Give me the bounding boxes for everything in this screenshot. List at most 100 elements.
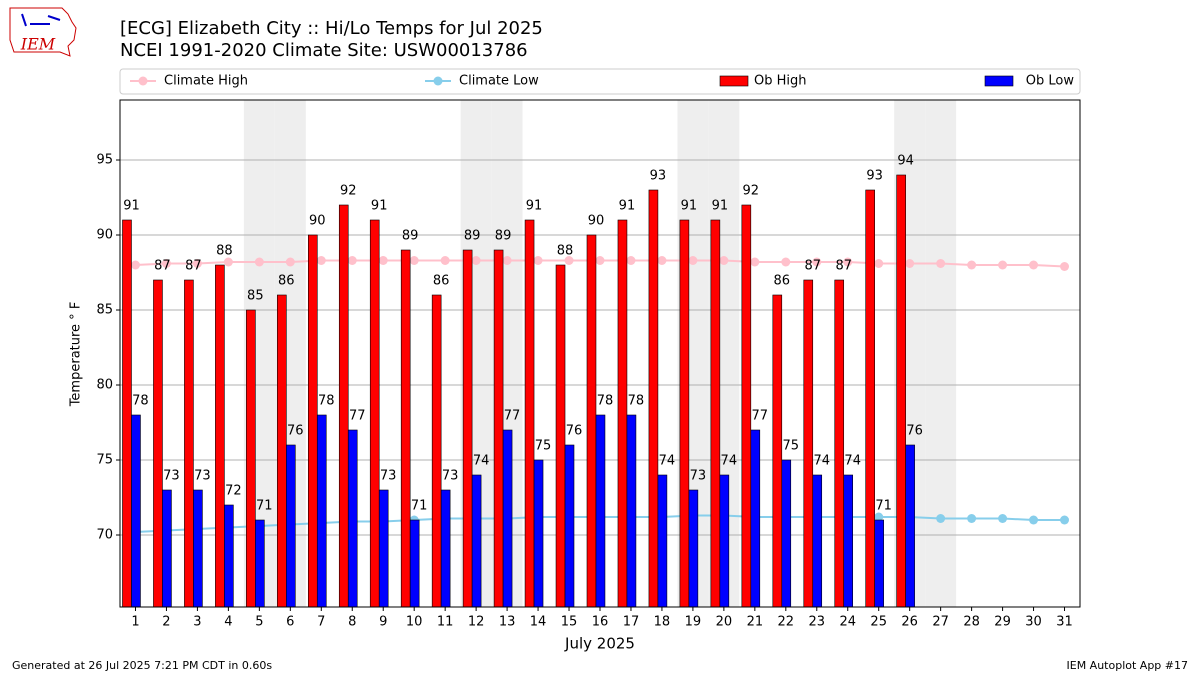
x-tick-label: 14 bbox=[530, 615, 547, 630]
logo: IEM bbox=[9, 7, 77, 57]
x-tick-label: 27 bbox=[932, 615, 949, 630]
data-label: 71 bbox=[875, 499, 892, 514]
x-tick-label: 1 bbox=[131, 615, 139, 630]
bar bbox=[617, 219, 628, 608]
data-label: 90 bbox=[309, 214, 326, 229]
bar bbox=[493, 249, 504, 608]
point bbox=[936, 514, 946, 523]
plot-frame bbox=[119, 99, 1081, 608]
point bbox=[1060, 262, 1070, 271]
bar bbox=[307, 234, 318, 608]
x-tick-label: 24 bbox=[839, 615, 856, 630]
legend-swatch bbox=[984, 75, 1014, 87]
data-label: 88 bbox=[557, 244, 574, 259]
data-label: 74 bbox=[844, 454, 861, 469]
bar bbox=[905, 444, 915, 608]
x-tick-label: 31 bbox=[1056, 615, 1073, 630]
bar bbox=[710, 219, 721, 608]
bar bbox=[781, 459, 792, 608]
data-label: 73 bbox=[380, 469, 397, 484]
bar bbox=[224, 504, 234, 608]
data-label: 76 bbox=[906, 424, 923, 439]
bar bbox=[595, 414, 606, 608]
chart-title: [ECG] Elizabeth City :: Hi/Lo Temps for … bbox=[120, 18, 543, 39]
data-label: 91 bbox=[123, 199, 140, 214]
data-label: 74 bbox=[721, 454, 738, 469]
data-label: 94 bbox=[897, 154, 914, 169]
bar bbox=[750, 429, 761, 608]
point bbox=[285, 257, 295, 267]
data-label: 85 bbox=[247, 289, 264, 304]
bar bbox=[688, 489, 699, 608]
data-label: 86 bbox=[433, 274, 450, 289]
point bbox=[874, 512, 884, 522]
bar bbox=[834, 279, 845, 608]
x-tick-label: 6 bbox=[286, 615, 294, 630]
bar bbox=[471, 474, 482, 608]
weekend-band bbox=[925, 100, 957, 607]
data-label: 90 bbox=[588, 214, 605, 229]
data-label: 78 bbox=[628, 394, 645, 409]
bar bbox=[409, 519, 420, 608]
data-label: 76 bbox=[287, 424, 304, 439]
bar bbox=[440, 489, 451, 608]
data-label: 74 bbox=[659, 454, 676, 469]
data-label: 88 bbox=[216, 244, 233, 259]
data-label: 86 bbox=[278, 274, 295, 289]
point bbox=[440, 256, 450, 265]
data-label: 87 bbox=[154, 259, 171, 274]
y-tick-label: 75 bbox=[96, 453, 113, 468]
data-label: 75 bbox=[782, 439, 799, 454]
point bbox=[254, 257, 264, 267]
data-label: 78 bbox=[318, 394, 335, 409]
point bbox=[533, 256, 543, 265]
data-label: 89 bbox=[464, 229, 481, 244]
x-tick-label: 13 bbox=[499, 615, 516, 630]
bar bbox=[555, 264, 566, 608]
data-label: 92 bbox=[340, 184, 357, 199]
bar bbox=[162, 489, 172, 608]
bar bbox=[564, 444, 575, 608]
data-label: 91 bbox=[371, 199, 388, 214]
point bbox=[316, 256, 326, 265]
point bbox=[750, 257, 760, 267]
data-label: 76 bbox=[566, 424, 583, 439]
data-label: 74 bbox=[473, 454, 490, 469]
point bbox=[347, 256, 357, 265]
data-label: 77 bbox=[752, 409, 769, 424]
bar bbox=[812, 474, 823, 608]
point bbox=[378, 256, 388, 265]
data-label: 91 bbox=[712, 199, 729, 214]
point bbox=[657, 256, 667, 265]
y-tick-label: 90 bbox=[96, 228, 113, 243]
bar bbox=[369, 219, 380, 608]
bar bbox=[246, 309, 256, 608]
x-tick-label: 21 bbox=[747, 615, 764, 630]
point bbox=[781, 257, 791, 267]
point bbox=[626, 256, 636, 265]
point bbox=[1060, 515, 1070, 525]
x-tick-label: 26 bbox=[901, 615, 918, 630]
point bbox=[998, 260, 1008, 270]
point bbox=[502, 256, 512, 265]
point bbox=[192, 259, 202, 268]
x-tick-label: 17 bbox=[623, 615, 640, 630]
bar bbox=[741, 204, 752, 608]
bar bbox=[347, 429, 358, 608]
bar bbox=[338, 204, 349, 608]
x-tick-label: 16 bbox=[592, 615, 609, 630]
data-label: 93 bbox=[650, 169, 667, 184]
logo-text: IEM bbox=[20, 35, 56, 54]
bar bbox=[533, 459, 544, 608]
bar bbox=[648, 189, 659, 608]
point bbox=[812, 257, 822, 267]
bar bbox=[277, 294, 287, 608]
bar bbox=[431, 294, 442, 608]
x-tick-label: 28 bbox=[963, 615, 980, 630]
x-tick-label: 5 bbox=[255, 615, 263, 630]
point bbox=[936, 259, 946, 268]
legend-box bbox=[119, 68, 1081, 95]
point bbox=[967, 514, 977, 523]
data-label: 73 bbox=[690, 469, 707, 484]
